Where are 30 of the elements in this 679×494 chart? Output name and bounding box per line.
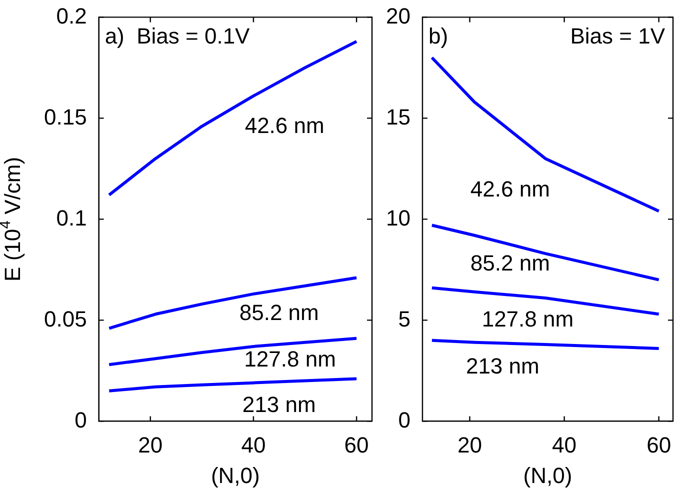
series-label: 213 nm [466, 353, 540, 378]
annotation: a) Bias = 0.1V [104, 23, 250, 48]
y-axis-title: E (104 V/cm) [0, 156, 26, 282]
y-tick-label: 0 [398, 407, 410, 432]
y-tick-label: 0 [74, 407, 87, 432]
y-tick-label: 0.05 [44, 306, 87, 332]
y-tick-label: 0.1 [56, 205, 87, 230]
x-tick-label: 60 [344, 432, 369, 458]
x-axis-title: (N,0) [210, 462, 260, 488]
series-label: 127.8 nm [244, 346, 336, 372]
y-tick-label: 0.2 [56, 3, 87, 28]
series-label: 127.8 nm [482, 306, 574, 332]
series-label: 42.6 nm [244, 112, 324, 138]
series-label: 213 nm [242, 392, 316, 417]
annotation: b) [428, 23, 448, 48]
y-tick-label: 15 [386, 104, 410, 130]
x-tick-label: 20 [458, 432, 482, 458]
series-label: 42.6 nm [470, 176, 550, 202]
annotation: Bias = 1V [570, 23, 666, 48]
x-tick-label: 40 [552, 432, 577, 458]
x-axis-title: (N,0) [523, 462, 572, 488]
series-label: 85.2 nm [470, 250, 550, 276]
y-tick-label: 5 [398, 306, 410, 332]
y-tick-label: 10 [386, 205, 410, 230]
x-tick-label: 60 [646, 432, 672, 458]
x-tick-label: 40 [241, 432, 266, 458]
y-tick-label: 0.15 [44, 104, 87, 130]
x-tick-label: 20 [138, 432, 163, 458]
y-tick-label: 20 [386, 3, 410, 28]
series-label: 85.2 nm [239, 300, 319, 325]
